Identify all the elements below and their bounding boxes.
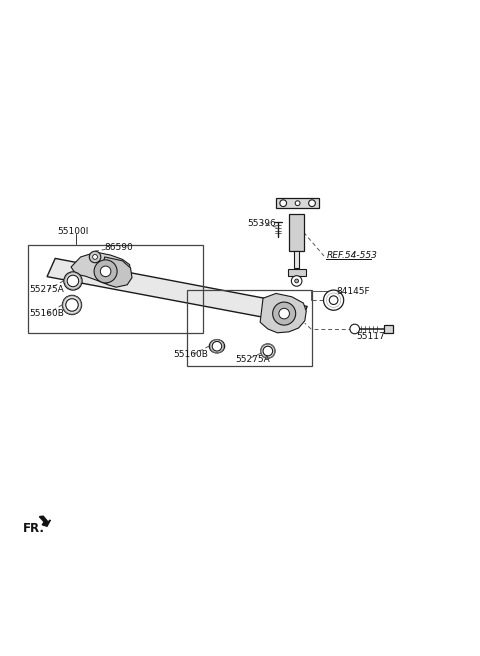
Text: 55100I: 55100I (58, 228, 89, 237)
Polygon shape (39, 516, 50, 526)
Text: 55275A: 55275A (30, 285, 64, 294)
Circle shape (273, 302, 296, 325)
Text: REF.54-553: REF.54-553 (326, 251, 377, 260)
Bar (288, 270, 306, 276)
Circle shape (263, 346, 273, 356)
Circle shape (279, 308, 289, 319)
Bar (187, 289, 312, 367)
Bar (28, 245, 203, 333)
Circle shape (291, 276, 302, 286)
Circle shape (212, 341, 222, 351)
Ellipse shape (62, 295, 82, 315)
Circle shape (280, 200, 287, 207)
Circle shape (309, 200, 315, 207)
Circle shape (324, 290, 344, 310)
Circle shape (66, 298, 78, 311)
Text: 86590: 86590 (105, 243, 133, 252)
Circle shape (329, 296, 338, 304)
Circle shape (89, 251, 101, 262)
Text: 55396: 55396 (247, 219, 276, 228)
Circle shape (350, 324, 360, 334)
Polygon shape (101, 257, 132, 287)
Circle shape (93, 255, 97, 259)
Circle shape (94, 260, 117, 283)
Text: FR.: FR. (23, 522, 45, 535)
Bar (289, 214, 304, 251)
Circle shape (295, 279, 299, 283)
Bar (384, 325, 393, 333)
Polygon shape (47, 258, 307, 324)
Polygon shape (71, 252, 131, 286)
Text: 55117: 55117 (356, 332, 385, 340)
Polygon shape (260, 293, 306, 333)
Text: 55275A: 55275A (235, 355, 270, 363)
Text: 84145F: 84145F (336, 287, 370, 297)
Ellipse shape (209, 340, 225, 353)
Text: 55160B: 55160B (173, 350, 208, 359)
Circle shape (295, 201, 300, 205)
Ellipse shape (261, 344, 275, 358)
Ellipse shape (64, 272, 82, 290)
Circle shape (67, 276, 79, 287)
Text: 55160B: 55160B (30, 309, 65, 318)
Bar (276, 198, 319, 209)
Bar (294, 251, 300, 268)
Circle shape (100, 266, 111, 277)
